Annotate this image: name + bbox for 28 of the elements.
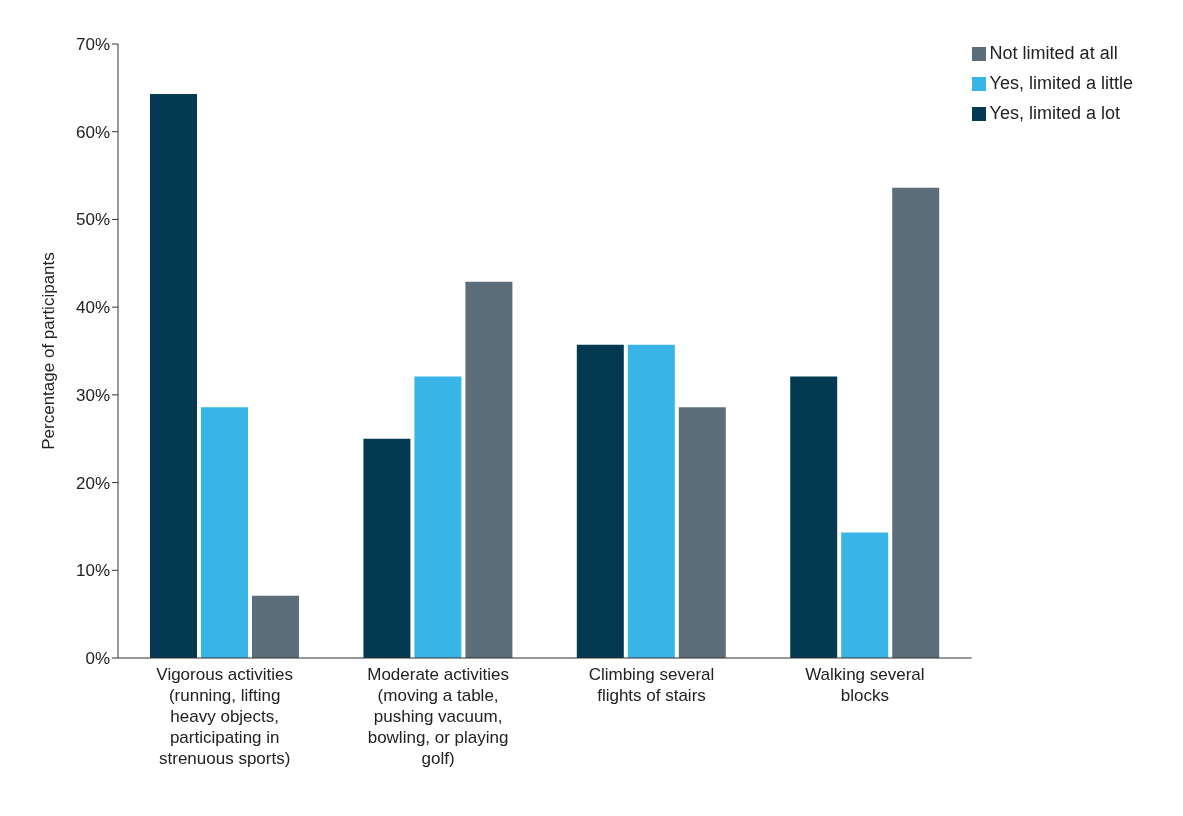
x-tick-label: Climbing several flights of stairs xyxy=(588,665,715,705)
y-tick-label: 60% xyxy=(75,122,110,142)
legend-label: Yes, limited a lot xyxy=(989,103,1120,123)
y-tick-label: 30% xyxy=(75,385,110,405)
y-tick-label: 40% xyxy=(75,298,110,318)
y-tick-label: 50% xyxy=(75,210,110,230)
y-tick-label: 0% xyxy=(85,649,110,669)
y-tick-label: 10% xyxy=(75,561,110,581)
y-tick-label: 70% xyxy=(75,35,110,55)
bar xyxy=(414,376,462,658)
bar xyxy=(576,344,624,658)
y-axis-title: Percentage of participants xyxy=(39,252,59,450)
bar xyxy=(841,532,889,658)
bar xyxy=(678,407,726,658)
x-tick-label: Vigorous activities (running, lifting heavy objects, participating in strenuous sports) xyxy=(156,665,294,768)
x-tick-label: Walking several blocks xyxy=(805,665,925,705)
bar xyxy=(465,281,513,658)
bar xyxy=(790,376,838,658)
bar xyxy=(252,595,300,658)
bar xyxy=(627,344,675,658)
x-tick-label: Moderate activities (moving a table, pushing vacuum, bowling, or playing golf) xyxy=(367,665,509,768)
bar xyxy=(201,407,249,658)
bar xyxy=(150,94,198,658)
legend-label: Not limited at all xyxy=(989,43,1118,63)
bar xyxy=(363,438,411,658)
bar xyxy=(892,187,940,658)
y-tick-label: 20% xyxy=(75,473,110,493)
legend-label: Yes, limited a little xyxy=(989,73,1133,93)
